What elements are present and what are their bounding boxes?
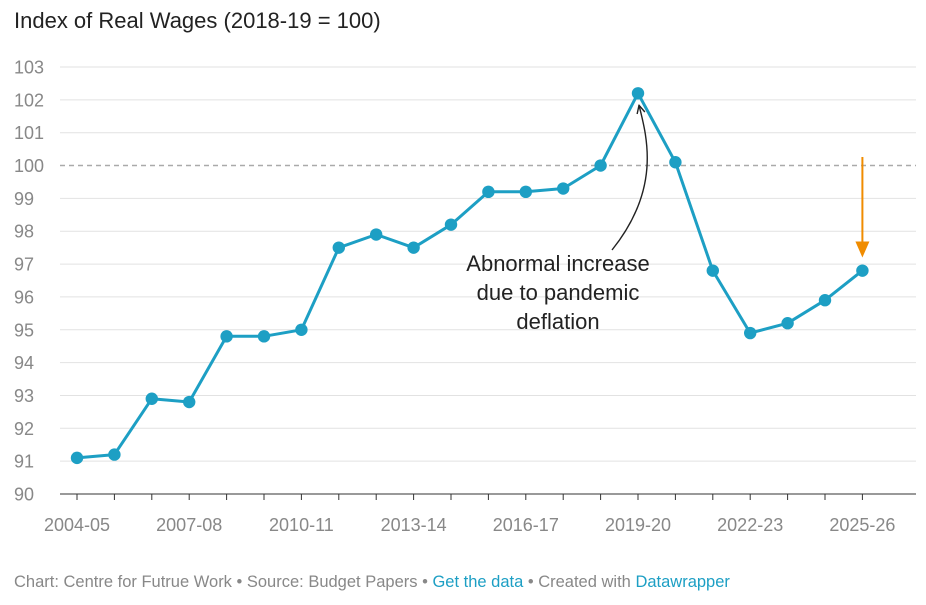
data-point [407, 241, 420, 254]
y-tick-label: 95 [14, 320, 34, 340]
x-tick-label: 2025-26 [829, 515, 895, 535]
data-point [370, 228, 383, 241]
y-tick-label: 98 [14, 222, 34, 242]
y-tick-label: 93 [14, 386, 34, 406]
data-point [781, 317, 794, 330]
y-tick-label: 97 [14, 255, 34, 275]
data-point [519, 185, 532, 199]
data-point [145, 392, 158, 405]
data-point [557, 182, 570, 195]
y-tick-label: 94 [14, 353, 34, 373]
data-point [818, 294, 832, 307]
data-point [631, 87, 645, 100]
data-point [744, 326, 757, 340]
chart-footer: Chart: Centre for Futrue Work • Source: … [14, 573, 730, 592]
x-tick-label: 2010-11 [269, 515, 334, 535]
y-tick-label: 91 [14, 452, 34, 472]
y-tick-label: 101 [14, 123, 44, 143]
datawrapper-link[interactable]: Datawrapper [635, 573, 730, 591]
x-tick-label: 2016-17 [493, 515, 559, 535]
get-the-data-link[interactable]: Get the data [432, 573, 524, 591]
y-tick-label: 100 [14, 156, 44, 176]
annotation-text: Abnormal increase [466, 251, 649, 276]
data-point [257, 330, 271, 343]
chart-title: Index of Real Wages (2018-19 = 100) [14, 8, 381, 33]
data-point [594, 159, 607, 172]
data-point [856, 264, 869, 277]
footer-created-with: • Created with [523, 573, 636, 591]
y-tick-label: 96 [14, 287, 34, 307]
y-tick-label: 92 [14, 419, 34, 439]
x-tick-label: 2022-23 [717, 515, 783, 535]
data-point [220, 330, 233, 343]
x-tick-label: 2019-20 [605, 515, 671, 535]
data-point [295, 323, 308, 336]
highlight-arrow-head [855, 241, 870, 258]
data-point [183, 395, 196, 409]
data-point [108, 448, 121, 461]
y-tick-label: 90 [14, 485, 34, 505]
footer-credits: Chart: Centre for Futrue Work • Source: … [14, 573, 433, 591]
annotation-arrow [611, 105, 648, 251]
data-point [706, 264, 719, 277]
series-line [76, 91, 864, 460]
data-point [482, 185, 495, 199]
annotation-text: deflation [516, 309, 599, 334]
data-point [444, 218, 458, 231]
y-tick-label: 103 [14, 58, 44, 78]
annotation-text: due to pandemic [477, 280, 640, 305]
line-chart: 90 91 92 93 94 95 96 97 98 99 100 101 102 103 2004-05 2… [14, 58, 916, 535]
x-tick-label: 2007-08 [156, 515, 222, 535]
data-point [70, 451, 84, 465]
data-point [669, 156, 682, 169]
x-tick-label: 2013-14 [381, 515, 447, 535]
data-point [332, 241, 345, 254]
y-tick-label: 102 [14, 90, 44, 110]
x-tick-label: 2004-05 [44, 515, 110, 535]
y-tick-label: 99 [14, 189, 34, 209]
